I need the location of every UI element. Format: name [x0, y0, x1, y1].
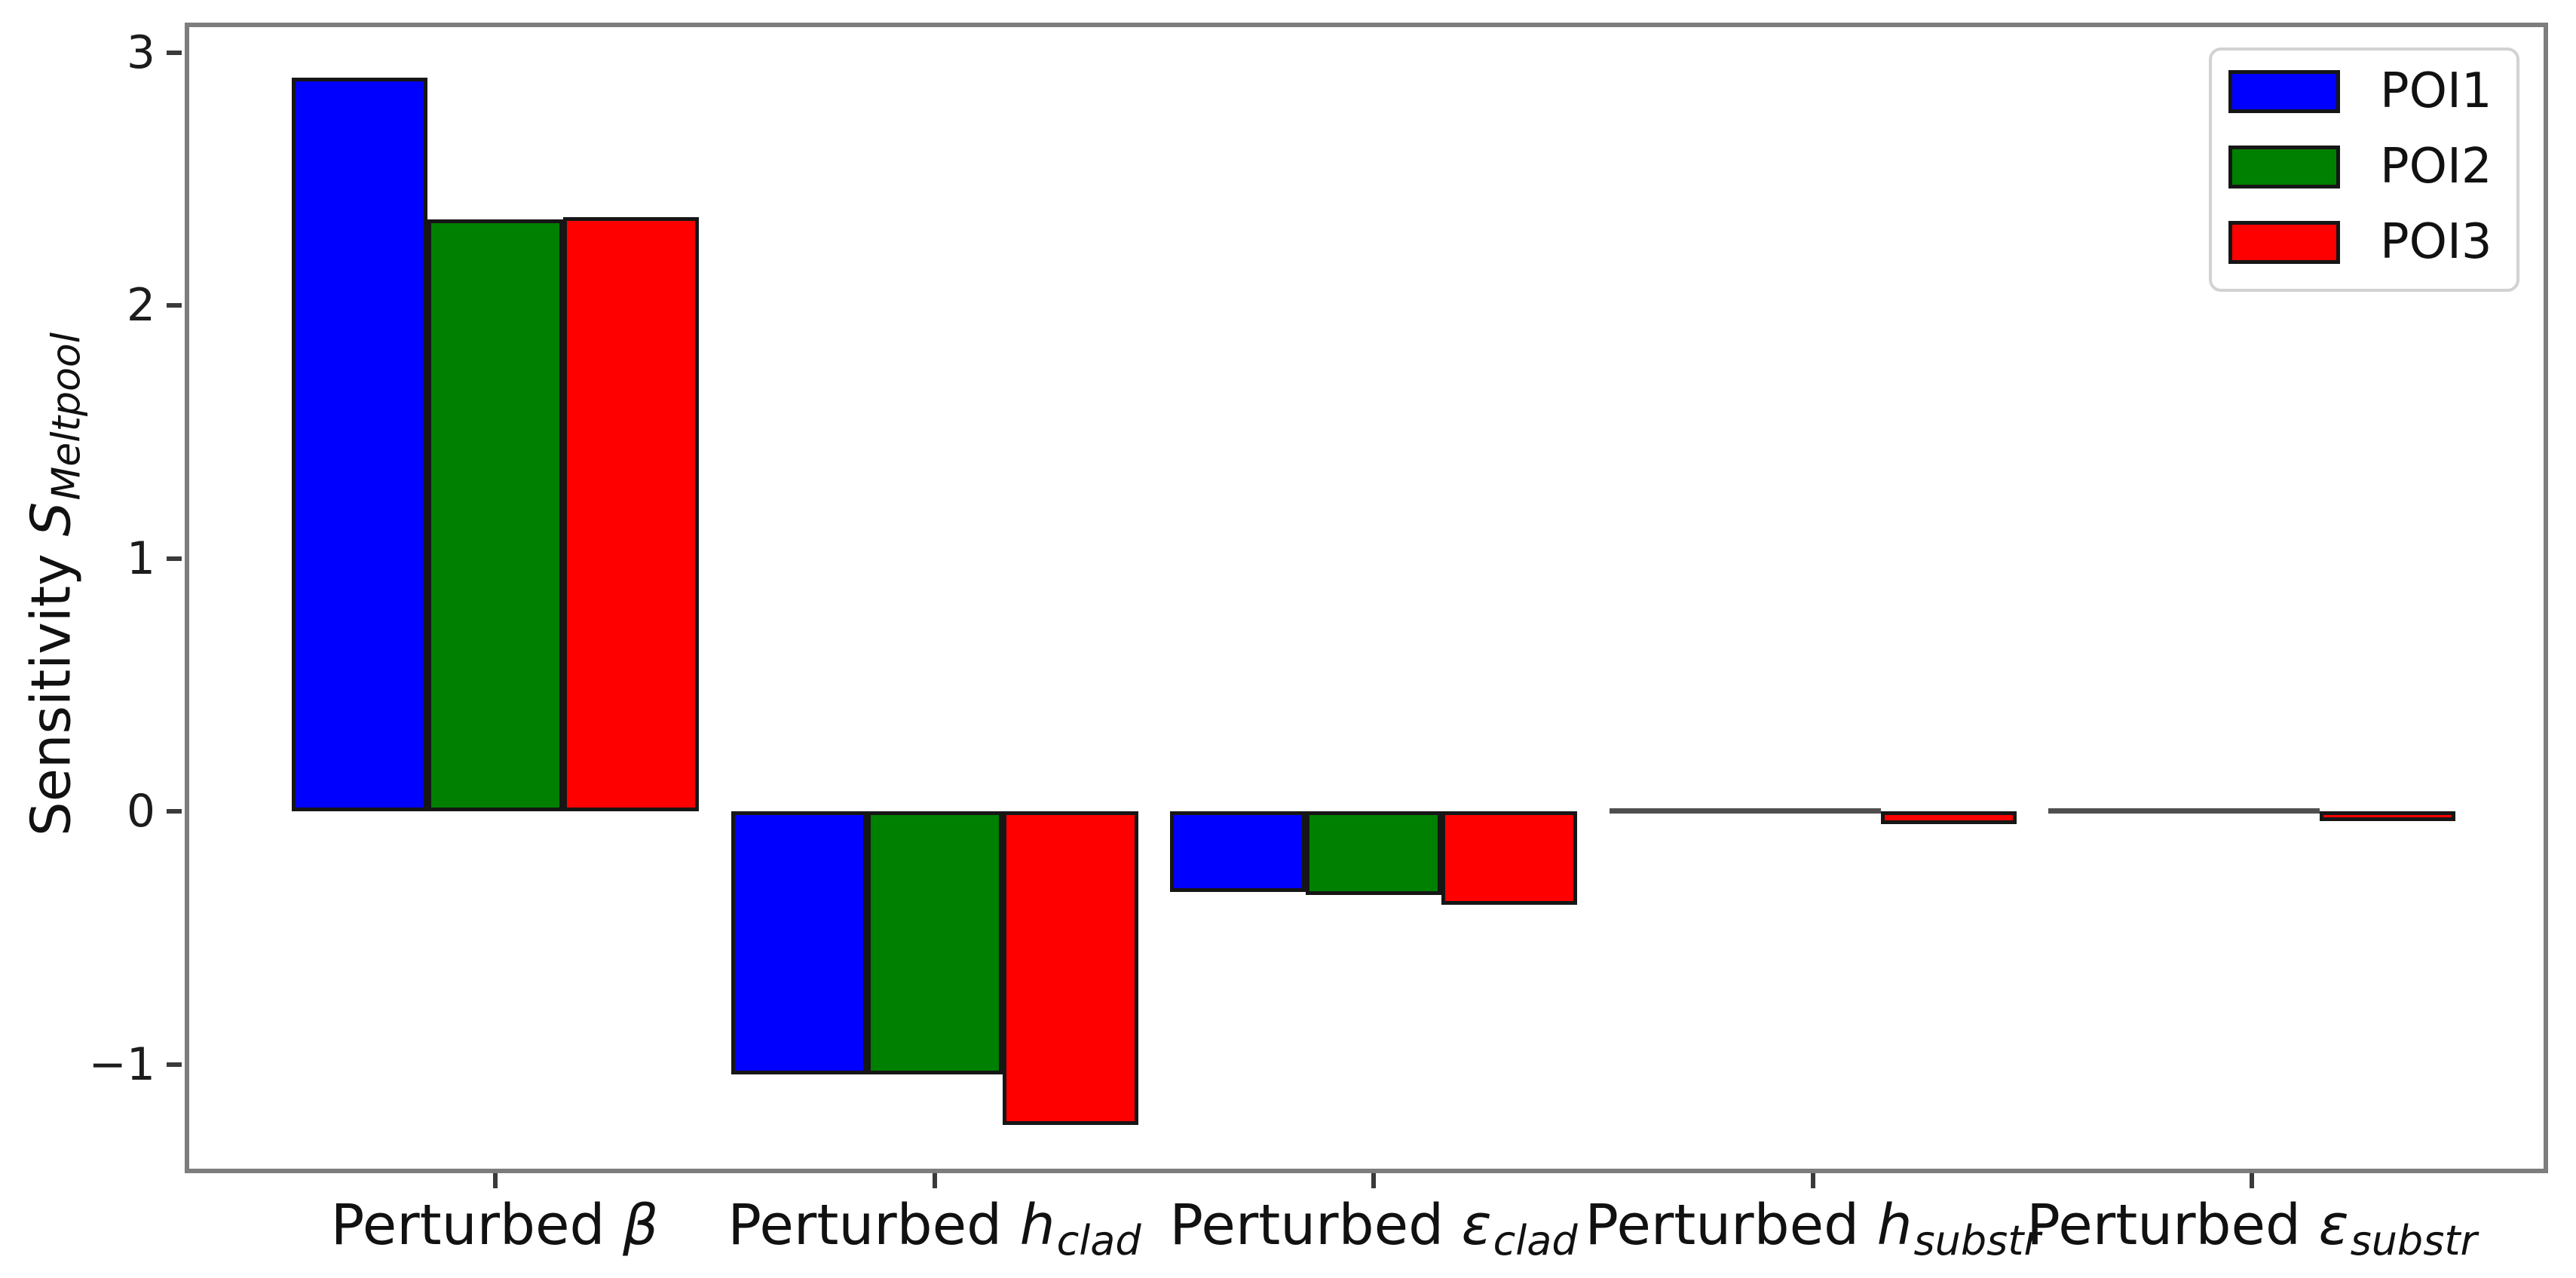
bar-POI2-2: [866, 811, 1003, 1074]
bar-POI3-2: [1002, 811, 1138, 1126]
legend-row-POI3: POI3: [2228, 214, 2492, 270]
legend: POI1 POI2 POI3: [2209, 48, 2519, 292]
legend-row-POI1: POI1: [2228, 63, 2492, 119]
x-tick-mark: [493, 1173, 498, 1188]
legend-label-POI2: POI2: [2380, 139, 2492, 195]
x-tick-mark: [932, 1173, 937, 1188]
bar-POI1-5-zero: [2048, 808, 2184, 814]
bar-POI3-5: [2320, 811, 2455, 822]
y-tick-mark: [167, 303, 182, 308]
legend-swatch-POI1: [2228, 70, 2340, 113]
legend-row-POI2: POI2: [2228, 139, 2492, 195]
bar-POI2-3: [1306, 811, 1441, 895]
legend-label-POI1: POI1: [2380, 63, 2492, 119]
bar-POI2-5-zero: [2184, 808, 2320, 814]
y-tick-mark: [167, 556, 182, 561]
legend-swatch-POI2: [2228, 146, 2340, 188]
x-tick-mark: [1371, 1173, 1376, 1188]
x-tick-label: Perturbed εclad: [1169, 1193, 1578, 1264]
y-tick-label: −1: [88, 1037, 155, 1091]
y-tick-mark: [167, 50, 182, 55]
y-tick-label: 2: [126, 279, 155, 332]
bar-POI2-4-zero: [1744, 808, 1881, 814]
x-tick-label: Perturbed hsubstr: [1585, 1193, 2041, 1264]
legend-swatch-POI3: [2228, 221, 2340, 264]
x-tick-label: Perturbed εsubstr: [2026, 1193, 2477, 1264]
x-tick-mark: [1810, 1173, 1815, 1188]
bar-POI1-3: [1170, 811, 1306, 893]
y-tick-mark: [167, 1062, 182, 1067]
y-tick-label: 3: [126, 26, 155, 79]
bar-POI1-1: [292, 78, 427, 811]
bar-POI2-1: [427, 219, 563, 811]
bar-POI3-3: [1441, 811, 1577, 906]
x-tick-mark: [2250, 1173, 2254, 1188]
bar-POI3-1: [563, 216, 699, 811]
x-tick-label: Perturbed β: [330, 1193, 659, 1258]
x-tick-label: Perturbed hclad: [727, 1193, 1141, 1264]
y-tick-label: 1: [126, 532, 155, 585]
y-axis-label-subscript: Meltpool: [44, 332, 90, 501]
legend-label-POI3: POI3: [2380, 214, 2492, 270]
bar-POI1-2: [731, 811, 867, 1074]
bar-POI3-4: [1880, 811, 2017, 824]
y-tick-label: 0: [126, 785, 155, 838]
bar-POI1-4-zero: [1609, 808, 1745, 814]
y-tick-mark: [167, 809, 182, 814]
